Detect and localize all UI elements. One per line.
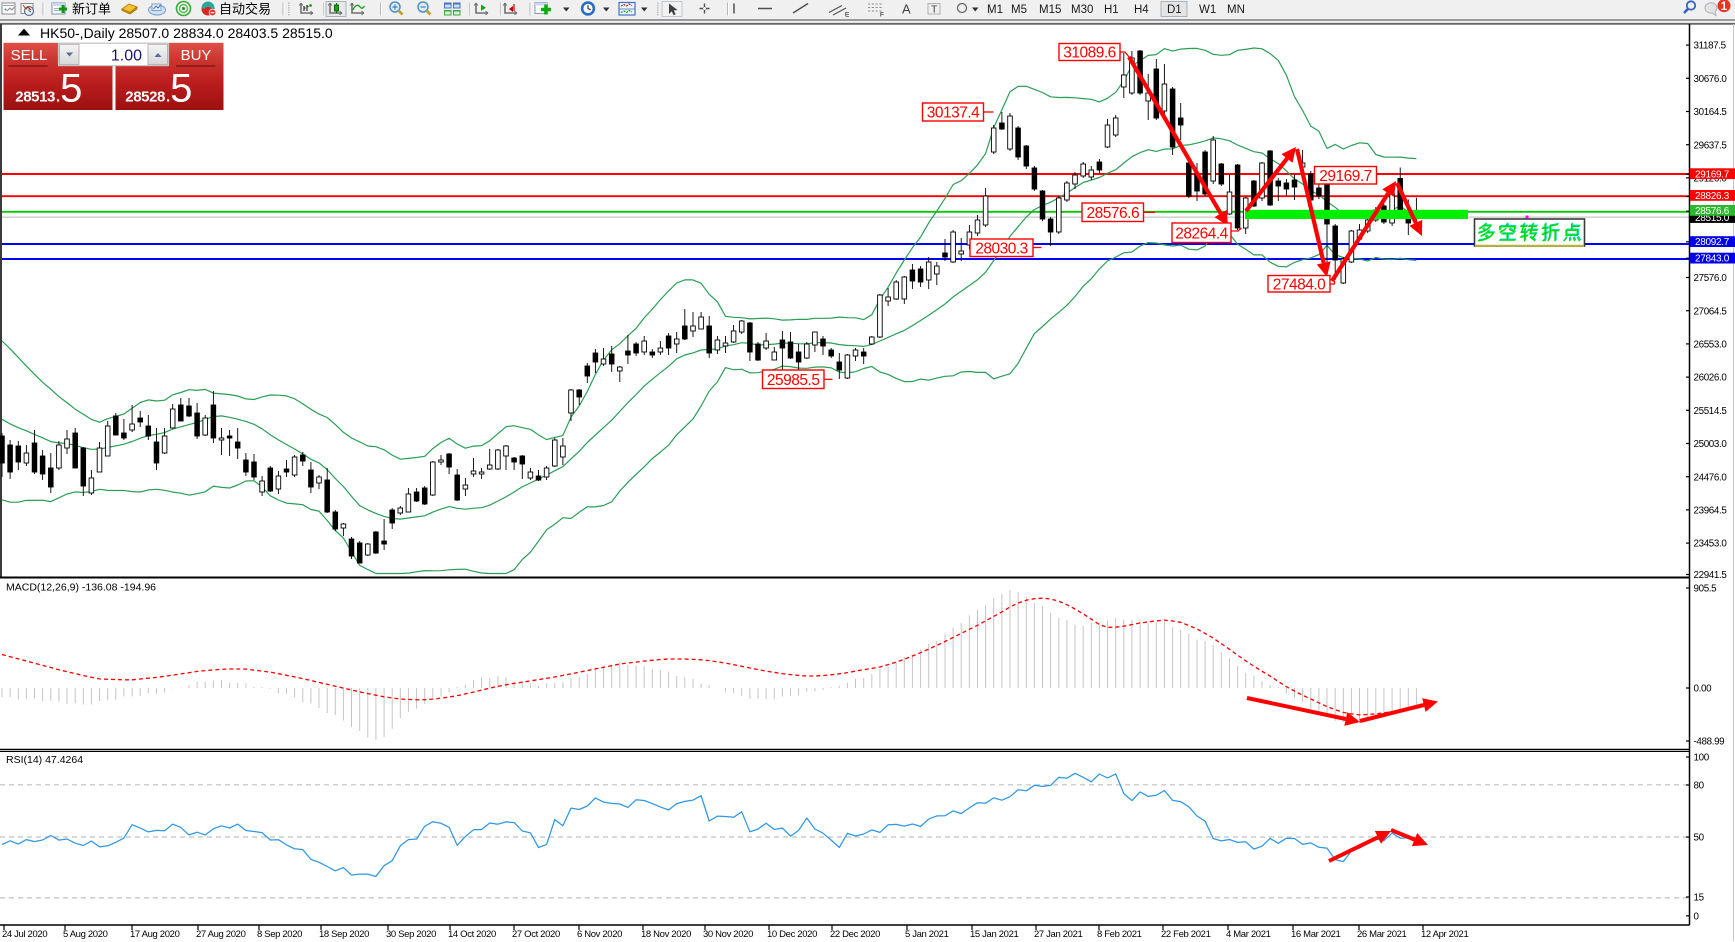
svg-text:A: A xyxy=(902,2,911,17)
svg-text:28528: 28528 xyxy=(125,89,165,106)
svg-text:.5: .5 xyxy=(166,67,192,111)
svg-text:28576.6: 28576.6 xyxy=(1695,206,1730,217)
svg-text:25985.5: 25985.5 xyxy=(767,372,820,389)
svg-text:28576.6: 28576.6 xyxy=(1087,205,1140,222)
svg-text:.5: .5 xyxy=(56,67,82,111)
svg-text:27 Jan 2021: 27 Jan 2021 xyxy=(1034,929,1083,940)
svg-text:26026.0: 26026.0 xyxy=(1694,373,1728,384)
svg-text:RSI(14) 47.4264: RSI(14) 47.4264 xyxy=(6,754,83,766)
svg-text:16 Mar 2021: 16 Mar 2021 xyxy=(1291,929,1341,940)
svg-text:22 Dec 2020: 22 Dec 2020 xyxy=(830,929,880,940)
svg-text:28826.3: 28826.3 xyxy=(1695,191,1730,202)
svg-text:M1: M1 xyxy=(987,4,1003,16)
svg-text:31089.6: 31089.6 xyxy=(1063,45,1116,62)
svg-text:10 Dec 2020: 10 Dec 2020 xyxy=(767,929,817,940)
svg-text:30 Nov 2020: 30 Nov 2020 xyxy=(703,929,753,940)
svg-text:1.00: 1.00 xyxy=(111,48,142,65)
svg-text:0: 0 xyxy=(1694,911,1700,922)
svg-text:31187.5: 31187.5 xyxy=(1694,41,1727,52)
svg-text:18 Sep 2020: 18 Sep 2020 xyxy=(319,929,369,940)
svg-text:0.00: 0.00 xyxy=(1694,684,1713,695)
svg-text:新订单: 新订单 xyxy=(72,2,111,17)
svg-text:25003.0: 25003.0 xyxy=(1694,439,1728,450)
svg-text:M30: M30 xyxy=(1071,4,1093,16)
svg-text:28515.0: 28515.0 xyxy=(1695,213,1730,224)
svg-text:23964.5: 23964.5 xyxy=(1694,506,1728,517)
svg-text:27843.0: 27843.0 xyxy=(1695,254,1730,265)
svg-text:M15: M15 xyxy=(1039,4,1061,16)
svg-text:H1: H1 xyxy=(1104,4,1119,16)
svg-text:8 Sep 2020: 8 Sep 2020 xyxy=(257,929,302,940)
svg-text:27484.0: 27484.0 xyxy=(1273,276,1326,293)
svg-text:30164.5: 30164.5 xyxy=(1694,107,1728,118)
svg-text:26 Mar 2021: 26 Mar 2021 xyxy=(1357,929,1407,940)
svg-text:29169.7: 29169.7 xyxy=(1319,168,1372,185)
svg-text:T: T xyxy=(931,4,938,16)
svg-text:23453.0: 23453.0 xyxy=(1694,539,1728,550)
svg-text:30137.4: 30137.4 xyxy=(927,105,980,122)
svg-text:14 Oct 2020: 14 Oct 2020 xyxy=(448,929,496,940)
svg-text:27 Oct 2020: 27 Oct 2020 xyxy=(512,929,560,940)
svg-text:1: 1 xyxy=(1721,1,1728,13)
svg-text:MN: MN xyxy=(1227,4,1245,16)
svg-text:28092.7: 28092.7 xyxy=(1695,237,1730,248)
svg-text:25514.5: 25514.5 xyxy=(1694,406,1728,417)
svg-text:-488.99: -488.99 xyxy=(1694,737,1725,748)
svg-text:6 Nov 2020: 6 Nov 2020 xyxy=(577,929,622,940)
svg-text:27064.5: 27064.5 xyxy=(1694,306,1728,317)
svg-text:27576.0: 27576.0 xyxy=(1694,273,1728,284)
svg-text:80: 80 xyxy=(1694,781,1705,792)
svg-text:5 Aug 2020: 5 Aug 2020 xyxy=(63,929,108,940)
svg-text:HK50-,Daily 28507.0 28834.0 2: HK50-,Daily 28507.0 28834.0 28403.5 2851… xyxy=(40,25,333,41)
svg-text:15 Jan 2021: 15 Jan 2021 xyxy=(970,929,1019,940)
svg-text:自动交易: 自动交易 xyxy=(219,2,271,17)
svg-text:4 Mar 2021: 4 Mar 2021 xyxy=(1226,929,1271,940)
svg-text:H4: H4 xyxy=(1134,4,1149,16)
svg-text:30676.0: 30676.0 xyxy=(1694,74,1728,85)
svg-text:12 Apr 2021: 12 Apr 2021 xyxy=(1421,929,1468,940)
svg-text:28030.3: 28030.3 xyxy=(975,240,1028,257)
svg-text:BUY: BUY xyxy=(181,47,212,64)
svg-text:W1: W1 xyxy=(1199,4,1216,16)
svg-text:28264.4: 28264.4 xyxy=(1175,225,1228,242)
svg-text:15: 15 xyxy=(1694,893,1705,904)
svg-text:30 Sep 2020: 30 Sep 2020 xyxy=(386,929,436,940)
svg-text:5 Jan 2021: 5 Jan 2021 xyxy=(905,929,949,940)
svg-text:18 Nov 2020: 18 Nov 2020 xyxy=(641,929,691,940)
svg-text:8 Feb 2021: 8 Feb 2021 xyxy=(1097,929,1142,940)
svg-text:28513: 28513 xyxy=(15,89,55,106)
svg-text:17 Aug 2020: 17 Aug 2020 xyxy=(130,929,180,940)
svg-text:50: 50 xyxy=(1694,833,1705,844)
svg-text:24476.0: 24476.0 xyxy=(1694,472,1728,483)
svg-text:22 Feb 2021: 22 Feb 2021 xyxy=(1161,929,1211,940)
svg-text:905.5: 905.5 xyxy=(1694,584,1718,595)
svg-text:SELL: SELL xyxy=(11,47,48,64)
svg-text:24 Jul 2020: 24 Jul 2020 xyxy=(2,929,47,940)
svg-text:29169.7: 29169.7 xyxy=(1695,169,1730,180)
svg-text:E: E xyxy=(845,12,850,19)
svg-text:M5: M5 xyxy=(1011,4,1027,16)
svg-text:MACD(12,26,9) -136.08 -194.96: MACD(12,26,9) -136.08 -194.96 xyxy=(6,582,156,594)
svg-text:29637.5: 29637.5 xyxy=(1694,140,1728,151)
svg-text:D1: D1 xyxy=(1167,4,1182,16)
svg-text:22941.5: 22941.5 xyxy=(1694,570,1728,581)
svg-text:多空转折点: 多空转折点 xyxy=(1477,222,1585,244)
svg-text:27 Aug 2020: 27 Aug 2020 xyxy=(196,929,246,940)
svg-text:F: F xyxy=(880,12,884,19)
svg-text:26553.0: 26553.0 xyxy=(1694,340,1728,351)
svg-text:多空转折点: 多空转折点 xyxy=(1476,223,1584,245)
svg-text:100: 100 xyxy=(1694,753,1710,764)
